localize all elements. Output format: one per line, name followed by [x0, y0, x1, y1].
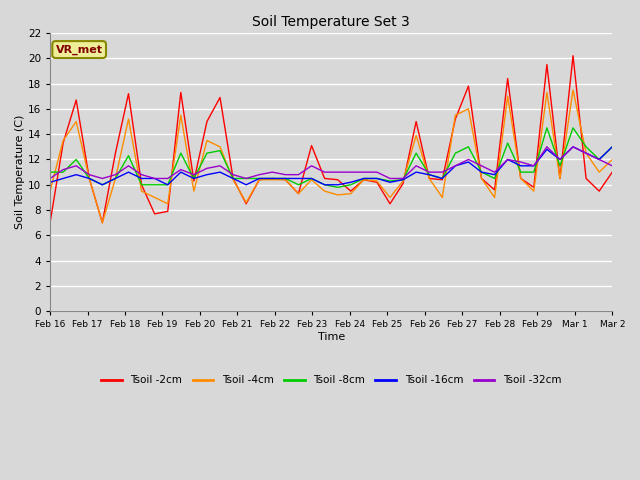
Text: VR_met: VR_met — [56, 45, 102, 55]
X-axis label: Time: Time — [317, 332, 345, 342]
Legend: Tsoil -2cm, Tsoil -4cm, Tsoil -8cm, Tsoil -16cm, Tsoil -32cm: Tsoil -2cm, Tsoil -4cm, Tsoil -8cm, Tsoi… — [97, 372, 565, 390]
Title: Soil Temperature Set 3: Soil Temperature Set 3 — [252, 15, 410, 29]
Y-axis label: Soil Temperature (C): Soil Temperature (C) — [15, 115, 25, 229]
